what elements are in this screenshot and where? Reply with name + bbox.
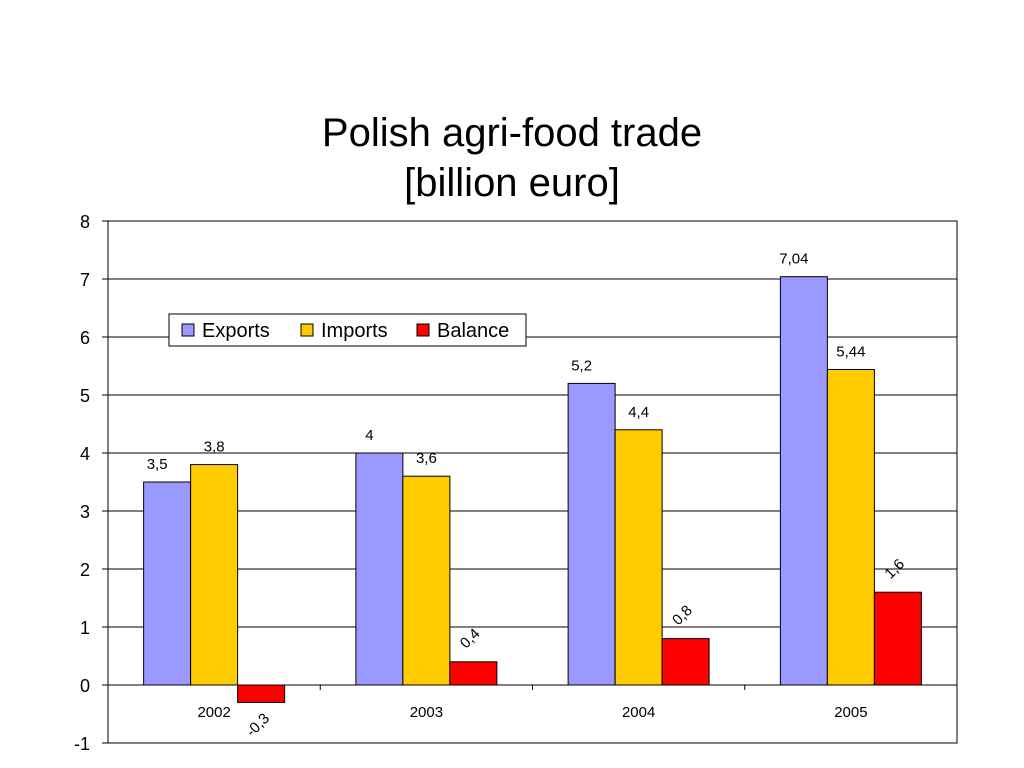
data-label: 5,2 — [571, 357, 592, 374]
chart-title-line-1: Polish agri-food trade — [321, 111, 703, 155]
legend-swatch-imports — [300, 323, 314, 337]
y-tick-label: 5 — [80, 386, 90, 406]
data-label: 5,44 — [836, 343, 865, 360]
y-tick-label: 2 — [80, 560, 90, 580]
legend-swatch-balance — [416, 323, 430, 337]
bar-balance — [449, 661, 498, 686]
x-tick-label: 2003 — [410, 704, 443, 721]
x-tick-label: 2005 — [834, 704, 867, 721]
y-tick-label: 1 — [80, 618, 90, 638]
bar-balance — [661, 638, 710, 686]
bar-balance — [873, 591, 922, 686]
x-tick-label: 2002 — [197, 704, 230, 721]
legend-label-imports: Imports — [321, 320, 388, 342]
data-label: 4 — [365, 427, 373, 444]
chart-title: Polish agri-food trade [billion euro] — [0, 108, 1024, 208]
y-tick-label: 7 — [80, 270, 90, 290]
legend-label-balance: Balance — [437, 320, 509, 342]
data-label: 3,6 — [416, 450, 437, 467]
bar-balance — [237, 684, 286, 703]
bar-imports — [402, 475, 451, 686]
bar-imports — [190, 464, 239, 686]
bar-exports — [143, 481, 192, 686]
data-label: 3,5 — [147, 456, 168, 473]
y-tick-label: 6 — [80, 328, 90, 348]
chart-title-line-2: [billion euro] — [404, 161, 620, 205]
legend-swatch-exports — [181, 323, 195, 337]
bar-exports — [567, 382, 616, 686]
bar-imports — [614, 429, 663, 686]
bar-exports — [779, 276, 828, 686]
bar-imports — [826, 368, 875, 686]
data-label: 4,4 — [628, 404, 649, 421]
legend-label-exports: Exports — [202, 320, 270, 342]
bar-exports — [355, 452, 404, 686]
data-label: 7,04 — [779, 251, 808, 268]
y-tick-label: -1 — [74, 734, 90, 754]
y-tick-label: 3 — [80, 502, 90, 522]
y-tick-label: 0 — [80, 676, 90, 696]
x-tick-label: 2004 — [622, 704, 655, 721]
y-tick-label: 4 — [80, 444, 90, 464]
legend — [168, 313, 527, 347]
data-label: 3,8 — [204, 439, 225, 456]
y-tick-label: 8 — [80, 212, 90, 232]
